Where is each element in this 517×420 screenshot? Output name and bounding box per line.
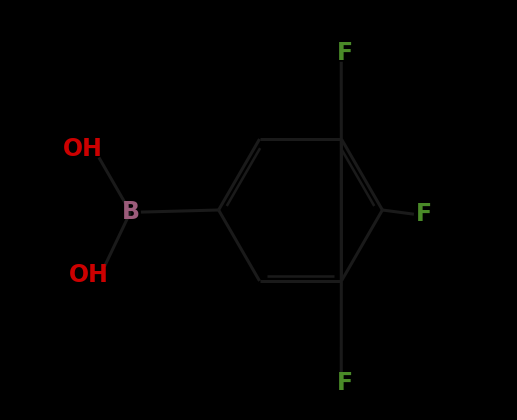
Text: F: F [337,371,353,395]
Text: OH: OH [68,263,109,287]
Text: F: F [416,202,432,226]
Text: F: F [337,40,353,65]
Text: OH: OH [63,137,103,161]
Text: B: B [121,200,140,224]
